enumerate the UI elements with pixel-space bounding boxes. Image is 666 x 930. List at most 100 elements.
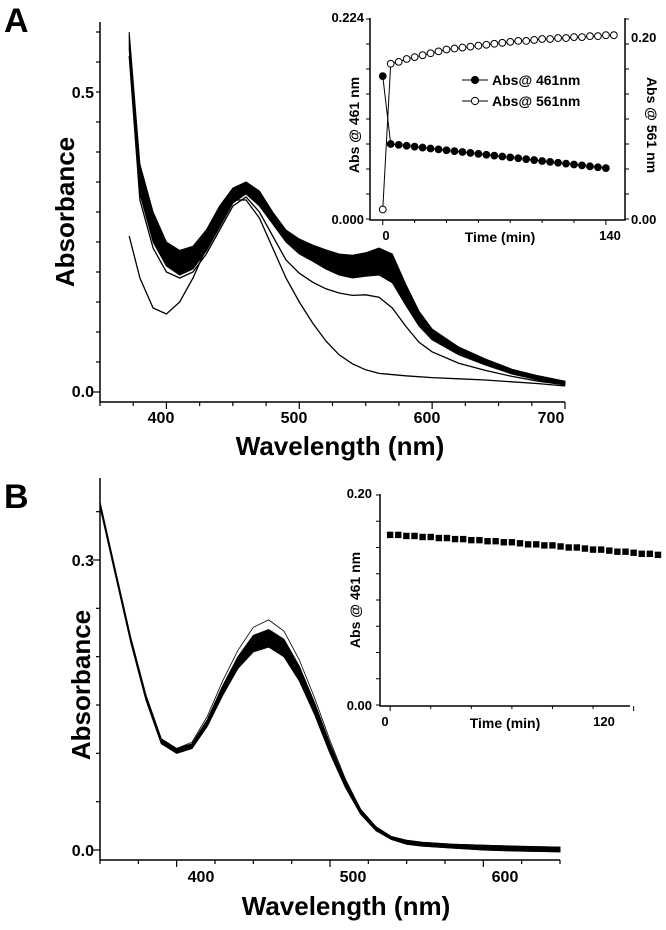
- inset-b-461-point: [484, 538, 491, 545]
- panel-b-spectrum-line: [99, 501, 561, 848]
- inset-561-point: [474, 41, 483, 50]
- inset-b-461-point: [606, 547, 613, 554]
- inset-461-point: [594, 163, 602, 172]
- panel-a-inset-ticks: [366, 18, 629, 225]
- legend-461-marker: [470, 75, 480, 85]
- inset-b-461-point: [435, 534, 443, 542]
- panel-b-inset-ylabel: Abs @ 461 nm: [347, 552, 363, 648]
- inset-461-point: [466, 149, 475, 157]
- panel-a-inset-legend: Abs@ 461nm Abs@ 561nm: [462, 72, 580, 109]
- inset-561-point: [522, 37, 531, 45]
- inset-b-461-point: [386, 531, 394, 539]
- panel-b-inset-xlabel: Time (min): [470, 715, 541, 731]
- inset-461-point: [394, 140, 403, 149]
- inset-b-461-point: [565, 544, 572, 551]
- inset-461-point: [458, 148, 467, 156]
- panel-a-inset-ylabel-right: Abs @ 561 nm: [644, 77, 660, 173]
- inset-b-461-point: [508, 539, 516, 546]
- panel-a-inset-ylabel-left: Abs @ 461 nm: [346, 77, 362, 173]
- inset-461-point: [498, 152, 507, 161]
- panel-b-inset: 0.00 0.20 0 120 Time (min) Abs @ 461 nm: [347, 486, 662, 731]
- inset-561-point: [586, 32, 594, 41]
- inset-b-461-point: [411, 532, 418, 540]
- inset-b-461-point: [630, 549, 637, 556]
- inset-461-point: [578, 161, 586, 170]
- inset-461-point: [538, 157, 547, 165]
- inset-561-point: [386, 59, 395, 68]
- inset-461-point: [530, 156, 539, 164]
- inset-461-point: [586, 162, 594, 171]
- inset-561-point: [378, 205, 387, 214]
- legend-561-label: Abs@ 561nm: [492, 93, 580, 109]
- panel-b-inset-461-points: [386, 531, 662, 559]
- inset-b-461-point: [468, 536, 475, 544]
- inset-561-point: [609, 31, 618, 40]
- inset-461-point: [482, 150, 491, 159]
- panel-b-xtick-500: 500: [340, 869, 367, 886]
- panel-a-chart: 400 500 600 700 0.0 0.5 Wavelength (nm) …: [50, 22, 566, 461]
- panel-a-ticks: [93, 31, 566, 409]
- inset-b-461-point: [638, 550, 645, 557]
- panel-b-ytick-0: 0.0: [72, 843, 94, 860]
- panel-b-xlabel: Wavelength (nm): [242, 891, 450, 921]
- panel-a-xtick-400: 400: [148, 410, 175, 427]
- inset-461-point: [562, 159, 570, 168]
- panel-b-spectrum-line: [99, 506, 561, 853]
- inset-461-point: [442, 146, 451, 155]
- inset-461-point: [570, 160, 578, 169]
- panel-b-letter: B: [4, 478, 29, 516]
- inset-b-461-point: [403, 532, 410, 540]
- inset-461-point: [506, 153, 515, 162]
- panel-a-letter: A: [4, 2, 29, 40]
- inset-b-461-point: [516, 540, 524, 547]
- inset-561-point: [466, 42, 475, 51]
- panel-b-inset-ytick-0: 0.00: [347, 698, 372, 713]
- legend-561-marker: [470, 96, 480, 106]
- panel-a-inset-461-points: [378, 72, 610, 173]
- panel-a-inset-background: [370, 20, 625, 220]
- panel-a-inset-xlabel: Time (min): [465, 229, 536, 245]
- inset-561-point: [594, 32, 602, 41]
- panel-b-inset-xtick-120: 120: [593, 714, 615, 729]
- panel-b-spectrum-line: [99, 503, 561, 850]
- inset-561-point: [442, 45, 451, 54]
- inset-461-point: [386, 140, 395, 148]
- inset-461-point: [474, 149, 483, 158]
- panel-a-initial-spectrum: [128, 199, 566, 387]
- panel-b-spectrum-line: [99, 504, 561, 850]
- inset-461-point: [522, 155, 531, 164]
- inset-b-461-point: [589, 546, 597, 553]
- inset-b-461-point: [476, 536, 483, 544]
- inset-561-point: [482, 40, 491, 49]
- inset-561-point: [538, 35, 547, 43]
- panel-a-xlabel: Wavelength (nm): [236, 431, 444, 461]
- inset-561-point: [546, 35, 554, 43]
- inset-b-461-point: [549, 542, 556, 549]
- panel-b-axes: [99, 478, 560, 861]
- panel-b-chart: 400 500 600 0.0 0.3 Wavelength (nm) Abso…: [66, 478, 561, 921]
- inset-b-461-point: [427, 533, 434, 541]
- inset-561-point: [418, 51, 427, 60]
- panel-b-inset-ticks: [376, 494, 635, 711]
- inset-561-point: [570, 33, 578, 41]
- panel-a-inset-xtick-0: 0: [382, 228, 389, 243]
- inset-461-point: [546, 157, 554, 166]
- inset-b-461-point: [614, 548, 621, 555]
- inset-b-461-point: [654, 551, 662, 559]
- inset-561-point: [458, 43, 467, 52]
- panel-a-inset: 0.000 0.224 0.00 0.20 0 140 Time (min) A…: [331, 10, 660, 245]
- panel-b-spectra-lines: [99, 501, 561, 853]
- inset-561-point: [498, 38, 507, 47]
- inset-b-461-point: [419, 533, 426, 541]
- inset-b-461-point: [622, 548, 629, 555]
- inset-461-point: [426, 144, 435, 153]
- panel-a-inset-ytick-right-0: 0.00: [631, 212, 656, 227]
- inset-b-461-point: [395, 531, 402, 539]
- inset-561-point: [402, 55, 411, 63]
- panel-b-spectrum-line: [99, 505, 561, 851]
- inset-b-461-point: [581, 545, 589, 552]
- inset-461-point: [410, 142, 419, 151]
- inset-461-point: [490, 151, 499, 160]
- inset-461-point: [554, 158, 562, 167]
